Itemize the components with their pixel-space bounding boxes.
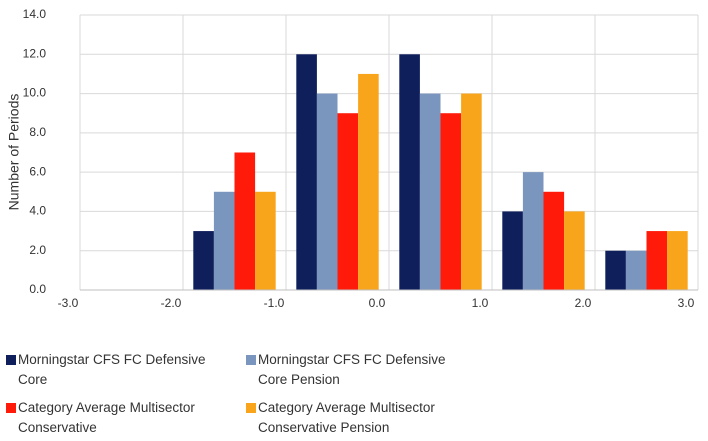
bar — [193, 231, 214, 290]
x-tick-label: 3.0 — [678, 296, 695, 310]
legend-label: Morningstar CFS FC Defensive Core Pensio… — [258, 352, 446, 387]
y-tick-label: 0.0 — [29, 282, 46, 296]
y-tick-label: 12.0 — [23, 46, 47, 60]
bar — [502, 211, 523, 290]
bar — [296, 54, 317, 291]
bar — [646, 231, 668, 290]
bar — [337, 113, 359, 290]
bar — [605, 250, 626, 290]
legend-item: Morningstar CFS FC Defensive Core Pensio… — [246, 350, 486, 390]
bar — [316, 93, 338, 290]
legend-item: Category Average Multisector Conservativ… — [246, 398, 486, 438]
y-tick-label: 6.0 — [29, 164, 46, 178]
y-tick-label: 2.0 — [29, 243, 46, 257]
x-tick-label: -1.0 — [264, 296, 285, 310]
y-tick-label: 8.0 — [29, 125, 46, 139]
y-tick-label: 4.0 — [29, 204, 46, 218]
legend-label: Category Average Multisector Conservativ… — [258, 400, 435, 435]
bar — [234, 152, 256, 290]
chart: Number of Periods 0.0 2.0 4.0 6.0 8.0 10.0 12.… — [6, 7, 699, 310]
legend-label: Category Average Multisector Conservativ… — [18, 400, 195, 435]
y-tick-label: 14.0 — [23, 7, 47, 21]
bar — [399, 54, 420, 291]
legend-swatch — [246, 355, 256, 365]
bar — [358, 73, 379, 290]
bar — [213, 191, 235, 290]
legend-swatch — [246, 403, 256, 413]
y-axis-title: Number of Periods — [6, 94, 22, 211]
x-tick-label: -2.0 — [161, 296, 182, 310]
bar — [543, 191, 565, 290]
x-tick-label: -3.0 — [58, 296, 79, 310]
bar — [667, 231, 688, 290]
x-tick-label: 1.0 — [472, 296, 489, 310]
legend: Morningstar CFS FC Defensive Core Morning… — [6, 350, 706, 438]
bar — [419, 93, 441, 290]
bar — [440, 113, 462, 290]
legend-label: Morningstar CFS FC Defensive Core — [18, 352, 206, 387]
legend-swatch — [6, 355, 16, 365]
bar — [255, 191, 276, 290]
bar — [522, 172, 544, 290]
bar — [625, 250, 647, 290]
x-tick-label: 2.0 — [575, 296, 592, 310]
legend-item: Category Average Multisector Conservativ… — [6, 398, 246, 438]
bar — [461, 93, 482, 290]
legend-item: Morningstar CFS FC Defensive Core — [6, 350, 246, 390]
y-tick-label: 10.0 — [23, 86, 47, 100]
legend-swatch — [6, 403, 16, 413]
x-tick-label: 0.0 — [369, 296, 386, 310]
bar — [564, 211, 585, 290]
